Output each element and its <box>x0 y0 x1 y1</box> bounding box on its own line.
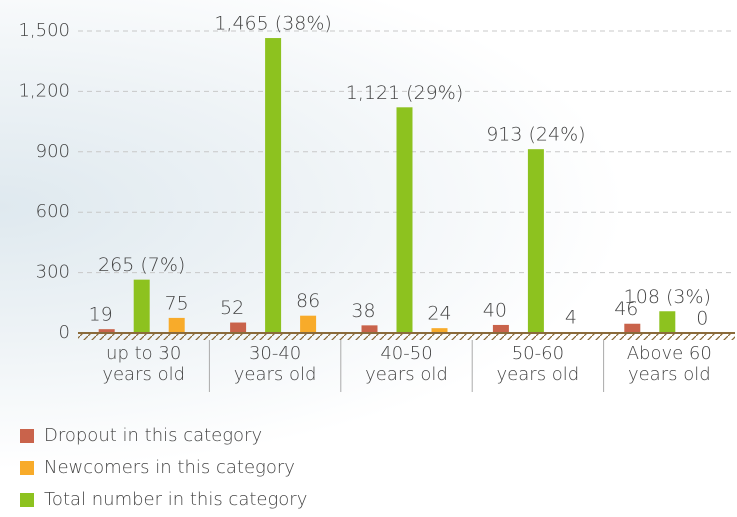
x-tick-label: 40-50 years old <box>365 343 448 385</box>
bar <box>361 325 378 333</box>
bar <box>230 322 247 333</box>
data-label: 1,121 (29%) <box>346 82 464 104</box>
y-tick-label: 1,500 <box>18 20 70 41</box>
x-tick-label: up to 30 years old <box>102 343 186 385</box>
data-label: 108 (3%) <box>624 286 711 308</box>
legend-swatch <box>20 461 34 475</box>
bar <box>98 329 115 333</box>
bar <box>133 279 150 333</box>
data-label: 86 <box>296 290 320 312</box>
bar <box>659 311 676 333</box>
legend-label: Total number in this category <box>44 489 307 510</box>
x-tick-label: Above 60 years old <box>626 343 712 385</box>
data-label: 46 <box>614 298 638 320</box>
y-tick-label: 300 <box>36 262 70 283</box>
data-label: 52 <box>220 297 244 319</box>
bar <box>300 315 317 333</box>
data-label: 0 <box>696 308 708 330</box>
bar <box>492 324 509 333</box>
data-label: 1,465 (38%) <box>214 13 332 35</box>
legend-swatch <box>20 493 34 507</box>
y-tick-label: 1,200 <box>18 80 70 101</box>
y-tick-label: 0 <box>59 322 70 343</box>
y-tick-label: 600 <box>36 201 70 222</box>
data-label: 4 <box>565 307 577 329</box>
data-label: 38 <box>351 300 375 322</box>
bar <box>265 38 282 334</box>
data-label: 75 <box>165 292 189 314</box>
bar <box>431 328 448 333</box>
bar <box>168 317 185 333</box>
data-label: 19 <box>89 304 113 326</box>
bar <box>527 149 544 333</box>
legend-swatch <box>20 429 34 443</box>
data-label: 40 <box>483 299 507 321</box>
bar <box>396 107 413 334</box>
data-label: 913 (24%) <box>486 124 585 146</box>
baseline-hatch <box>78 333 735 340</box>
legend-label: Dropout in this category <box>44 425 262 446</box>
legend-label: Newcomers in this category <box>44 457 295 478</box>
data-label: 24 <box>427 303 451 325</box>
x-tick-label: 50-60 years old <box>496 343 580 385</box>
data-label: 265 (7%) <box>98 254 185 276</box>
x-tick-label: 30-40 years old <box>233 343 317 385</box>
y-tick-label: 900 <box>36 141 70 162</box>
bar <box>624 323 641 333</box>
